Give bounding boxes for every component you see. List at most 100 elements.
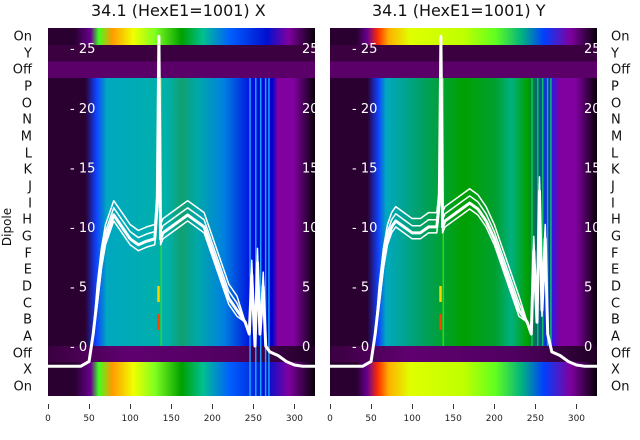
heatmap-cell-hot [157,286,160,302]
y-tick-label: - 20 [352,102,377,117]
row-label: J [611,179,615,195]
overlay-plot: - 25 25 - 20 20 - 15 15 - 10 10 - 5 5 - 0 0 [330,34,597,368]
x-tick-label: 200 [203,414,221,424]
x-tick-label: 300 [285,414,304,424]
heatmap-x: - 25 25 - 20 20 - 15 15 - 10 10 - 5 5 - 0 0 [48,28,315,396]
row-label: G [611,229,622,245]
x-tick-label: 0 [45,414,51,424]
overlay-line [330,35,597,367]
x-tick-label: 150 [444,414,462,424]
row-label: E [611,262,620,278]
y-tick-label: 10 [584,221,597,236]
title-y: 34.1 (HexE1=1001) Y [372,1,546,20]
band-dipoles [330,78,597,346]
row-label: K [611,162,620,178]
row-label: B [611,312,620,328]
row-label: M [611,129,623,145]
x-tick-label: 250 [526,414,544,424]
heatmap-stripe [249,78,251,396]
heatmap-stripe [259,78,262,396]
row-label: L [24,146,32,162]
x-tick-mark [371,404,373,409]
overlay-line [48,34,315,368]
y-axis-label: Dipole [0,207,15,247]
row-label: N [22,112,32,128]
x-tick-mark [535,404,537,409]
row-label: C [611,296,621,312]
row-label: P [611,79,619,95]
x-tick-mark [294,404,296,409]
row-label: X [23,362,32,378]
row-label: A [23,329,32,345]
x-tick-mark [576,404,578,409]
heatmap-y: - 25 25 - 20 20 - 15 15 - 10 10 - 5 5 - 0 0 [330,28,597,396]
row-label: C [22,296,32,312]
x-tick-mark [253,404,255,409]
row-label: Y [611,46,619,62]
row-label: Off [611,346,631,362]
heatmap-stripe [268,78,270,396]
band-on-top [48,28,315,45]
row-label: On [611,29,630,45]
y-tick-label: - 0 [352,340,369,355]
y-tick-label: - 20 [70,102,95,117]
row-label: F [24,246,32,262]
x-tick-label: 50 [83,414,95,424]
row-label: N [611,112,621,128]
x-tick-mark [330,404,331,409]
y-tick-label: 25 [302,42,315,57]
x-tick-label: 250 [244,414,262,424]
y-tick-label: 20 [302,102,315,117]
heatmap-cell-hot [439,286,442,302]
y-tick-label: 20 [584,102,597,117]
row-label: Off [611,62,631,78]
overlay-line [48,35,315,367]
row-label: E [23,262,32,278]
band-off [330,346,597,362]
y-tick-label: - 5 [352,280,369,295]
row-label: L [611,146,619,162]
row-label: D [611,279,622,295]
heatmap-cell-hot [157,314,160,330]
row-label: I [28,196,32,212]
row-label: Off [12,62,32,78]
y-tick-label: 0 [584,340,592,355]
y-tick-label: 10 [302,221,315,236]
y-tick-label: 5 [584,280,592,295]
row-label: F [611,246,619,262]
x-tick-mark [130,404,132,409]
y-tick-label: - 0 [70,340,87,355]
heatmap-stripe [255,78,257,396]
title-x: 34.1 (HexE1=1001) X [91,1,266,20]
band-off [48,346,315,362]
y-tick-label: 15 [302,161,315,176]
x-tick-label: 150 [162,414,180,424]
band-on-top [330,28,597,45]
y-tick-label: - 10 [70,221,95,236]
row-label: On [611,379,630,395]
row-label: On [13,379,32,395]
heatmap-stripe [550,78,552,346]
y-tick-label: - 5 [70,280,87,295]
row-label: On [13,29,32,45]
x-tick-mark [89,404,91,409]
y-tick-label: - 25 [352,42,377,57]
row-label: Y [24,46,32,62]
heatmap-stripe [546,78,549,346]
x-tick-mark [453,404,455,409]
heatmap-stripe [541,78,544,346]
x-tick-mark [212,404,214,409]
y-tick-label: - 15 [352,161,377,176]
row-label: O [611,96,622,112]
row-label: P [24,79,32,95]
band-y-off [330,45,597,78]
y-tick-label: - 25 [70,42,95,57]
row-label: Off [12,346,32,362]
y-tick-label: - 15 [70,161,95,176]
overlay-line [48,35,315,367]
x-tick-label: 0 [327,414,333,424]
x-tick-label: 100 [403,414,421,424]
row-label: A [611,329,620,345]
heatmap-cell-hot [439,314,442,330]
x-tick-label: 200 [485,414,503,424]
